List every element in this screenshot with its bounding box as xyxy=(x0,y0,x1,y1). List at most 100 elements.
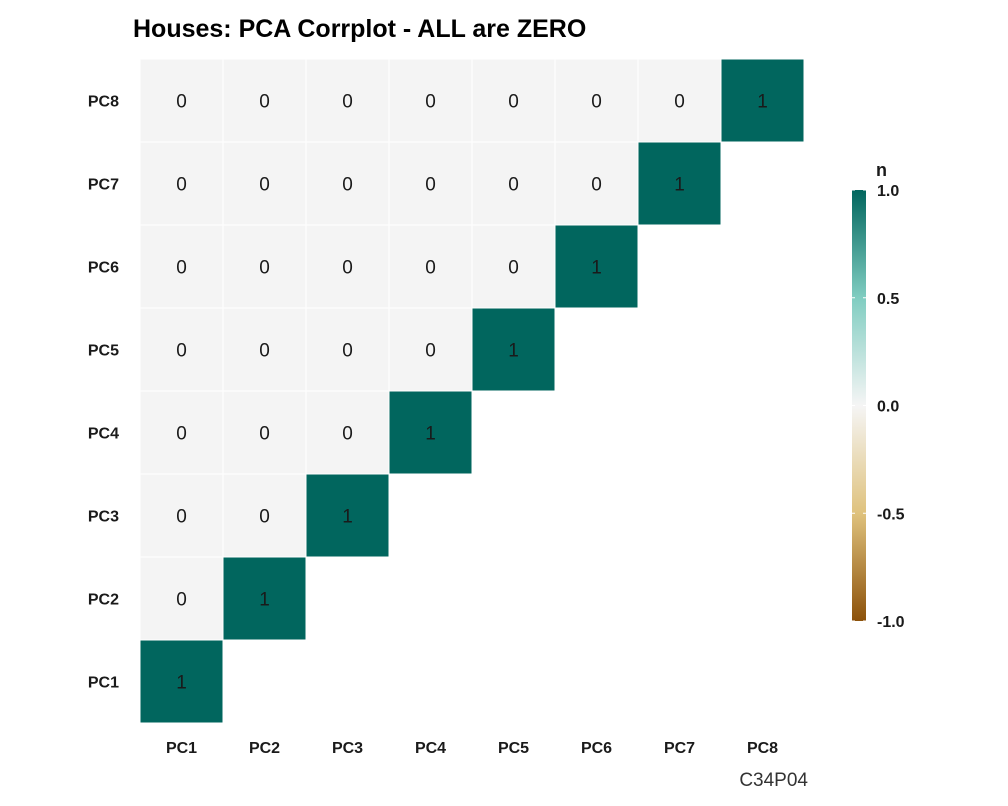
heatmap-cell-pc2-pc7 xyxy=(223,142,306,225)
y-axis-tick-labels: PC1 PC2 PC3 PC4 PC5 PC6 PC7 PC8 xyxy=(88,94,119,692)
legend-tick-label: -0.5 xyxy=(877,506,905,523)
cell-value-label: 0 xyxy=(176,258,187,279)
heatmap-cell-pc4-pc4 xyxy=(389,391,472,474)
cell-value-label: 0 xyxy=(342,258,353,279)
cell-value-label: 0 xyxy=(259,507,270,528)
cell-value-label: 0 xyxy=(508,92,519,113)
chart-title: Houses: PCA Corrplot - ALL are ZERO xyxy=(133,15,586,43)
y-tick-label-pc2: PC2 xyxy=(88,592,119,609)
heatmap-cell-pc5-pc6 xyxy=(472,225,555,308)
heatmap-cell-pc2-pc4 xyxy=(223,391,306,474)
cell-value-label: 0 xyxy=(508,175,519,196)
heatmap-cell-pc3-pc3 xyxy=(306,474,389,557)
cell-value-label: 0 xyxy=(259,175,270,196)
legend-tick-label: 0.0 xyxy=(877,399,899,416)
cell-value-label: 0 xyxy=(342,424,353,445)
cell-value-label: 0 xyxy=(425,258,436,279)
cell-value-label: 0 xyxy=(259,341,270,362)
heatmap-cell-pc7-pc7 xyxy=(638,142,721,225)
cell-value-label: 0 xyxy=(176,507,187,528)
x-tick-label-pc7: PC7 xyxy=(664,740,695,757)
cell-value-label: 0 xyxy=(176,341,187,362)
heatmap-cell-pc2-pc8 xyxy=(223,59,306,142)
heatmap-cell-pc7-pc8 xyxy=(638,59,721,142)
heatmap-cell-pc2-pc6 xyxy=(223,225,306,308)
x-axis-tick-labels: PC1 PC2 PC3 PC4 PC5 PC6 PC7 PC8 xyxy=(166,740,778,757)
heatmap-cell-pc3-pc5 xyxy=(306,308,389,391)
x-tick-label-pc1: PC1 xyxy=(166,740,197,757)
legend-color-bar xyxy=(852,190,866,621)
color-legend: n 1.0 0.5 0.0 -0.5 -1.0 xyxy=(852,160,905,631)
heatmap-cell-pc1-pc7 xyxy=(140,142,223,225)
cell-value-label: 1 xyxy=(591,258,602,279)
heatmap-cell-pc4-pc6 xyxy=(389,225,472,308)
cell-value-label: 0 xyxy=(259,424,270,445)
heatmap-cell-pc1-pc3 xyxy=(140,474,223,557)
x-tick-label-pc2: PC2 xyxy=(249,740,280,757)
heatmap-cell-pc3-pc4 xyxy=(306,391,389,474)
heatmap-cell-pc1-pc8 xyxy=(140,59,223,142)
cell-value-label: 0 xyxy=(259,92,270,113)
y-tick-label-pc4: PC4 xyxy=(88,426,119,443)
cell-value-label: 0 xyxy=(176,590,187,611)
heatmap-cell-pc5-pc5 xyxy=(472,308,555,391)
cell-value-label: 1 xyxy=(176,673,187,694)
legend-tick-label: 0.5 xyxy=(877,291,899,308)
heatmap-cell-pc1-pc1 xyxy=(140,640,223,723)
cell-value-label: 0 xyxy=(342,341,353,362)
heatmap-cell-pc6-pc8 xyxy=(555,59,638,142)
y-tick-label-pc3: PC3 xyxy=(88,509,119,526)
legend-tick-label: 1.0 xyxy=(877,183,899,200)
y-tick-label-pc8: PC8 xyxy=(88,94,119,111)
cell-value-label: 1 xyxy=(342,507,353,528)
cell-value-label: 1 xyxy=(674,175,685,196)
cell-value-label: 0 xyxy=(591,92,602,113)
cell-value-label: 0 xyxy=(425,92,436,113)
heatmap-cell-pc3-pc7 xyxy=(306,142,389,225)
heatmap-cell-pc3-pc8 xyxy=(306,59,389,142)
y-tick-label-pc5: PC5 xyxy=(88,343,119,360)
x-tick-label-pc3: PC3 xyxy=(332,740,363,757)
y-tick-label-pc1: PC1 xyxy=(88,675,119,692)
heatmap-cell-pc1-pc4 xyxy=(140,391,223,474)
cell-value-label: 0 xyxy=(425,175,436,196)
x-tick-label-pc6: PC6 xyxy=(581,740,612,757)
y-tick-label-pc7: PC7 xyxy=(88,177,119,194)
cell-value-label: 0 xyxy=(674,92,685,113)
heatmap-cells xyxy=(140,59,804,723)
heatmap-cell-pc1-pc6 xyxy=(140,225,223,308)
legend-ticks: 1.0 0.5 0.0 -0.5 -1.0 xyxy=(852,183,905,631)
heatmap-cell-pc1-pc2 xyxy=(140,557,223,640)
cell-value-label: 1 xyxy=(757,92,768,113)
cell-value-label: 0 xyxy=(176,92,187,113)
heatmap-cell-pc4-pc7 xyxy=(389,142,472,225)
heatmap-cell-labels: 1 0 1 0 0 1 0 0 0 1 0 0 0 0 1 0 0 0 0 0 1 0 0 0 0 0 0 1 0 0 0 0 0 0 0 1 xyxy=(176,92,768,694)
x-tick-label-pc8: PC8 xyxy=(747,740,778,757)
x-tick-label-pc5: PC5 xyxy=(498,740,529,757)
heatmap-cell-pc5-pc8 xyxy=(472,59,555,142)
y-tick-label-pc6: PC6 xyxy=(88,260,119,277)
heatmap-cell-pc4-pc8 xyxy=(389,59,472,142)
heatmap-cell-pc5-pc7 xyxy=(472,142,555,225)
heatmap-cell-pc4-pc5 xyxy=(389,308,472,391)
heatmap-cell-pc2-pc3 xyxy=(223,474,306,557)
heatmap-cell-pc2-pc5 xyxy=(223,308,306,391)
heatmap-cell-pc6-pc7 xyxy=(555,142,638,225)
heatmap-cell-pc3-pc6 xyxy=(306,225,389,308)
heatmap-cell-pc8-pc8 xyxy=(721,59,804,142)
legend-title: n xyxy=(876,160,887,180)
cell-value-label: 1 xyxy=(259,590,270,611)
heatmap-cell-pc2-pc2 xyxy=(223,557,306,640)
heatmap-cell-pc6-pc6 xyxy=(555,225,638,308)
cell-value-label: 0 xyxy=(508,258,519,279)
cell-value-label: 1 xyxy=(508,341,519,362)
cell-value-label: 0 xyxy=(259,258,270,279)
cell-value-label: 0 xyxy=(176,424,187,445)
cell-value-label: 0 xyxy=(591,175,602,196)
x-tick-label-pc4: PC4 xyxy=(415,740,446,757)
cell-value-label: 0 xyxy=(342,175,353,196)
cell-value-label: 0 xyxy=(342,92,353,113)
heatmap-cell-pc1-pc5 xyxy=(140,308,223,391)
legend-tick-label: -1.0 xyxy=(877,614,905,631)
